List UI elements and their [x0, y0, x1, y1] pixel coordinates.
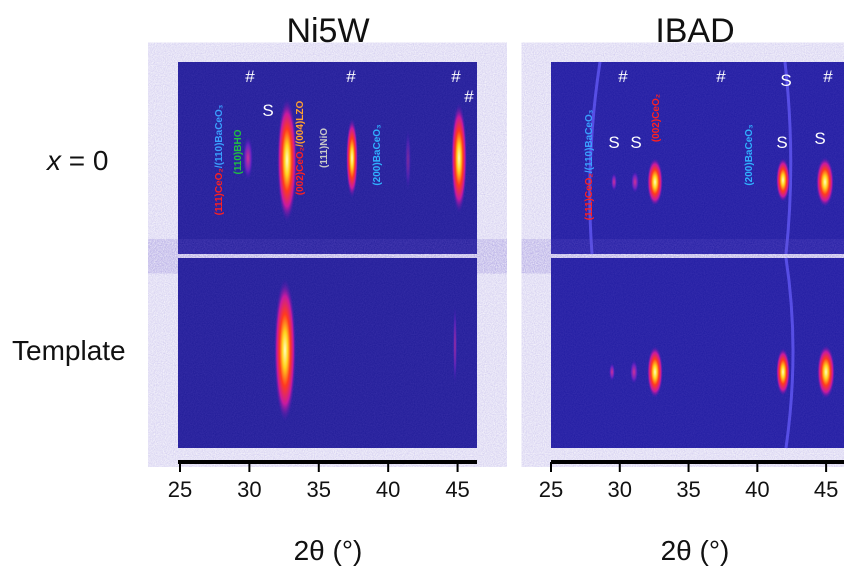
detector-image — [178, 62, 477, 448]
x-tick-label: 25 — [539, 477, 563, 502]
x-tick-label: 30 — [237, 477, 261, 502]
marker: # — [618, 67, 628, 86]
x-tick-label: 35 — [676, 477, 700, 502]
peak-label: (111)NiO — [319, 128, 330, 168]
peak-label: (002)CeO₂/(004)LZO — [295, 101, 306, 196]
x-tick-label: 40 — [745, 477, 769, 502]
row-text: = 0 — [69, 145, 109, 176]
marker: # — [451, 67, 461, 86]
peak-label: (111)CeO₂/(110)BaCeO₃ — [584, 109, 595, 220]
marker: S — [608, 133, 619, 152]
marker: # — [823, 67, 833, 86]
peak-label-part: /(110)BaCeO₃ — [214, 104, 225, 168]
marker: S — [780, 71, 791, 90]
row-variable: x — [45, 145, 62, 176]
x-tick-label: 40 — [376, 477, 400, 502]
row-label: x = 0 — [45, 145, 108, 176]
peak-label: (111)CeO₂/(110)BaCeO₃ — [214, 104, 225, 215]
peak-label: (002)CeO₂ — [651, 94, 662, 142]
marker: S — [776, 133, 787, 152]
marker: S — [262, 101, 273, 120]
detector-image — [551, 61, 844, 449]
peak-label: (200)BaCeO₃ — [372, 124, 383, 186]
axis-label: 2θ (°) — [661, 535, 730, 566]
axis-label: 2θ (°) — [294, 535, 363, 566]
peak-label-part: /(110)BaCeO₃ — [584, 109, 595, 173]
peak-label-part: /(004)LZO — [295, 101, 306, 147]
marker: # — [716, 67, 726, 86]
marker: S — [814, 129, 825, 148]
x-tick-label: 35 — [307, 477, 331, 502]
marker: # — [464, 87, 474, 106]
marker: # — [245, 67, 255, 86]
marker: S — [630, 133, 641, 152]
x-tick-label: 45 — [445, 477, 469, 502]
peak-label: (200)BaCeO₃ — [744, 124, 755, 186]
marker: # — [346, 67, 356, 86]
row-label: Template — [12, 335, 126, 366]
peak-label-part: (111)CeO₂ — [214, 168, 225, 215]
peak-label-part: (111)CeO₂ — [584, 173, 595, 220]
peak-label-part: (002)CeO₂ — [295, 147, 306, 195]
peak-label: (110)BHO — [233, 129, 244, 174]
x-tick-label: 30 — [608, 477, 632, 502]
x-tick-label: 45 — [814, 477, 838, 502]
panel-title: Ni5W — [286, 12, 369, 50]
panel-title: IBAD — [655, 12, 734, 50]
x-tick-label: 25 — [168, 477, 192, 502]
